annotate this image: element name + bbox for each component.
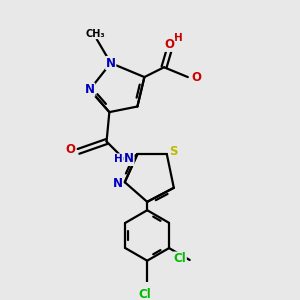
Text: Cl: Cl: [138, 288, 151, 300]
Text: Cl: Cl: [173, 252, 186, 265]
Text: CH₃: CH₃: [85, 28, 105, 39]
Text: N: N: [85, 83, 95, 96]
Text: N: N: [113, 177, 123, 190]
Text: H: H: [175, 33, 183, 43]
Text: O: O: [191, 70, 201, 84]
Text: N: N: [124, 152, 134, 165]
Text: H: H: [114, 154, 123, 164]
Text: S: S: [169, 145, 178, 158]
Text: O: O: [65, 143, 75, 157]
Text: N: N: [106, 57, 116, 70]
Text: O: O: [165, 38, 175, 51]
